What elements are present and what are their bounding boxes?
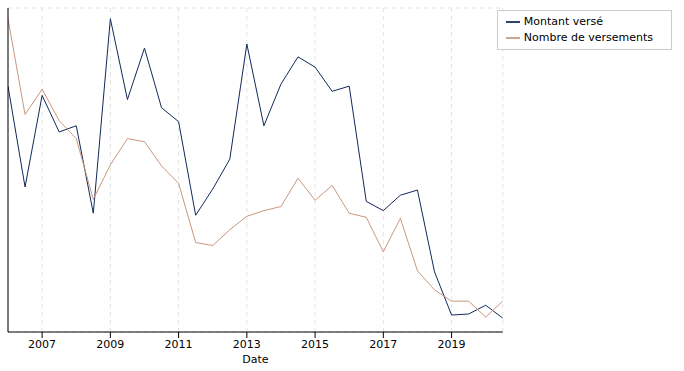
svg-text:Date: Date [242,353,269,366]
svg-text:2007: 2007 [28,338,56,351]
html-text:Montant versé: Montant versé [523,15,604,28]
svg-text:2015: 2015 [301,338,329,351]
svg-text:2013: 2013 [233,338,261,351]
svg-text:2019: 2019 [438,338,466,351]
svg-text:2017: 2017 [369,338,397,351]
svg-text:2009: 2009 [96,338,124,351]
svg-text:2011: 2011 [165,338,193,351]
html-text:Nombre de versements: Nombre de versements [523,31,653,44]
